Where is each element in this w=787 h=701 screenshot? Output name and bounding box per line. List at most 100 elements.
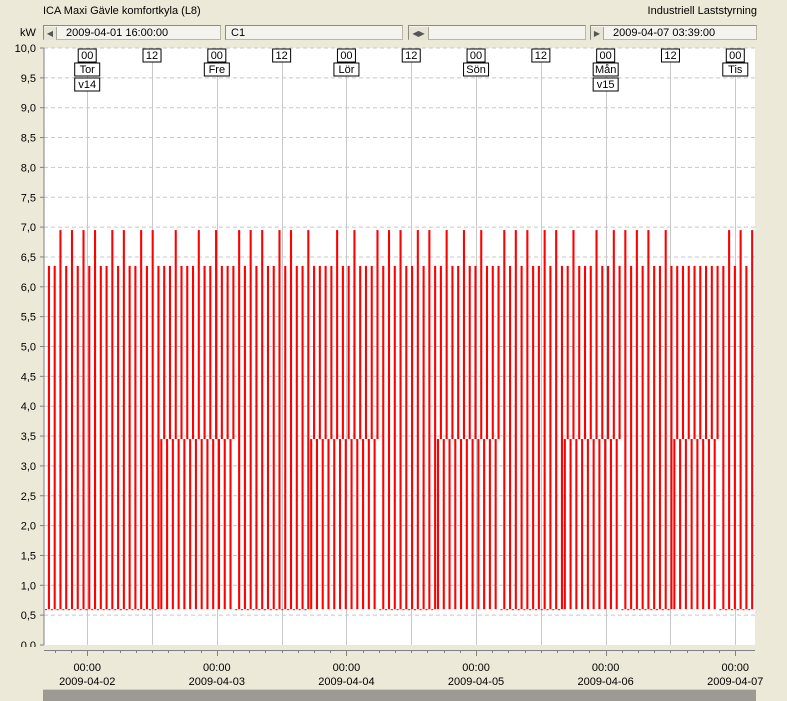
horizontal-scrollbar[interactable] [43, 689, 756, 701]
week-marker-frame [592, 77, 619, 92]
power-bar [217, 439, 221, 610]
skip-to-start-icon[interactable]: ◀ [44, 27, 57, 40]
power-bar [658, 265, 661, 610]
skip-to-end-icon[interactable]: ▶ [591, 27, 604, 40]
day-marker: Tor [74, 62, 101, 77]
hour-marker: 12 [401, 48, 421, 63]
scroll-field[interactable]: ◀▶ [408, 25, 586, 40]
hour-marker: 12 [272, 48, 292, 63]
power-bar [252, 609, 255, 611]
power-bar [748, 609, 751, 611]
power-bar [59, 230, 62, 610]
power-bar [47, 265, 50, 610]
power-bar [480, 230, 483, 440]
power-chart[interactable]: 0,0 0,5 1,0 1,5 2,0 2,5 3,0 3,5 4,0 4,5 5,0 5,5 6,0 6… [0, 42, 787, 652]
power-bar [468, 265, 471, 440]
power-bar [543, 230, 546, 610]
hour-marker: 00 [207, 48, 227, 63]
power-bar [719, 609, 722, 611]
x-axis-line [44, 650, 755, 651]
power-bar [376, 230, 379, 440]
power-bar [454, 439, 457, 610]
x-tick-date: 2009-04-02 [59, 676, 116, 688]
hour-marker-frame [336, 48, 356, 63]
power-bar [664, 230, 667, 610]
hour-marker-frame [401, 48, 421, 63]
chart-area[interactable]: 0,0 0,5 1,0 1,5 2,0 2,5 3,0 3,5 4,0 4,5 5,0 5,5 6,0 6… [0, 42, 787, 652]
power-bar [163, 265, 166, 440]
hour-marker-text: 00 [340, 50, 352, 62]
hour-marker-frame [77, 48, 97, 63]
power-bar [278, 230, 281, 610]
x-minor-tick [330, 650, 332, 653]
x-minor-tick [168, 650, 170, 653]
power-bar [483, 439, 486, 610]
power-bar [485, 265, 489, 440]
day-marker-text: Fre [209, 64, 226, 76]
toolbar: kW ◀ 2009-04-01 16:00:00 C1 ◀▶ ▶ 2009-04… [0, 24, 787, 42]
day-marker-frame [722, 62, 749, 77]
day-marker-text: Tis [728, 64, 743, 76]
power-bar [494, 439, 497, 610]
hour-marker-text: 12 [405, 50, 417, 62]
power-bar [431, 609, 434, 611]
power-bar [462, 230, 465, 440]
power-bar [295, 265, 298, 610]
power-bar [604, 439, 607, 610]
power-bar [696, 439, 699, 610]
power-bar [586, 439, 589, 610]
power-bar [333, 439, 336, 610]
hour-marker-text: 12 [664, 50, 676, 62]
power-bar [258, 609, 261, 611]
x-axis: 00:00 2009-04-02 00:00 2009-04-03 00:00 2009-… [0, 647, 787, 691]
power-bar [94, 230, 97, 610]
day-marker: Fre [203, 62, 230, 77]
hour-marker: 00 [77, 48, 97, 63]
y-tick-label: 5,5 [21, 312, 36, 324]
power-bar [56, 609, 59, 611]
power-bar [425, 609, 428, 611]
power-bar [200, 439, 203, 610]
power-bar [82, 230, 85, 610]
x-minor-tick [427, 650, 429, 653]
power-bar [166, 439, 169, 610]
y-tick-label: 7,0 [21, 222, 36, 234]
power-bar [546, 609, 549, 611]
week-marker: v14 [74, 77, 101, 92]
power-bar [53, 265, 56, 610]
power-bar [460, 439, 463, 610]
x-minor-tick [621, 650, 623, 653]
power-bar [350, 439, 353, 610]
power-bar [367, 439, 370, 610]
end-time-field[interactable]: ▶ 2009-04-07 03:39:00 [590, 25, 757, 40]
power-bar [396, 609, 399, 611]
y-tick-label: 6,0 [21, 282, 36, 294]
power-bar [477, 439, 480, 610]
scroll-both-ways-icon[interactable]: ◀▶ [409, 27, 429, 40]
power-bar [684, 439, 687, 610]
x-minor-tick [540, 650, 542, 653]
channel-field[interactable]: C1 [225, 25, 403, 40]
x-minor-tick [362, 650, 364, 653]
x-minor-tick [719, 650, 721, 653]
power-bar [523, 609, 526, 611]
power-bar [292, 609, 295, 611]
power-bar [393, 265, 396, 610]
hour-marker-frame [531, 48, 551, 63]
hour-marker-text: 12 [535, 50, 547, 62]
week-marker-text: v14 [78, 79, 96, 91]
hour-marker-text: 00 [729, 50, 741, 62]
power-bar [321, 439, 324, 610]
end-time-value: 2009-04-07 03:39:00 [613, 27, 716, 39]
start-time-field[interactable]: ◀ 2009-04-01 16:00:00 [43, 25, 221, 40]
power-bar [105, 265, 108, 610]
power-bar [203, 265, 206, 440]
power-bar [413, 609, 416, 611]
power-bar [226, 265, 229, 440]
x-minor-tick [184, 650, 186, 653]
power-bar [157, 265, 160, 610]
x-minor-tick [71, 650, 72, 653]
x-tick-time: 00:00 [73, 662, 101, 674]
power-bar [638, 609, 641, 611]
power-bar [601, 265, 604, 440]
